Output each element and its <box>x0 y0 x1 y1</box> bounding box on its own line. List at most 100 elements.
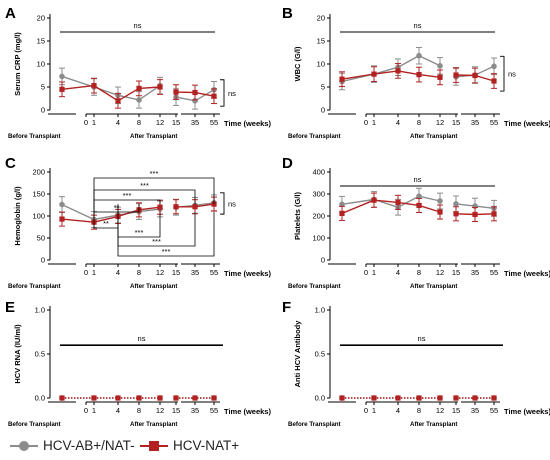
sig-label: *** <box>152 237 161 246</box>
legend-label-series2: HCV-NAT+ <box>173 438 240 453</box>
y-tick-label: 50 <box>37 234 45 243</box>
series-line <box>341 199 375 215</box>
sig-label: ns <box>508 70 516 79</box>
y-tick-label: 300 <box>312 190 325 199</box>
data-point <box>136 85 142 91</box>
y-tick-label: 0.0 <box>315 394 325 403</box>
x-tick-label: 8 <box>137 268 141 277</box>
x-tick-label: 4 <box>116 268 120 277</box>
panel-letter: D <box>282 155 293 172</box>
x-tick-label: 4 <box>396 118 400 127</box>
phase-label-before: Before Transplant <box>288 421 341 428</box>
x-tick-label: 35 <box>191 406 199 415</box>
phase-label-after: After Transplant <box>410 421 457 428</box>
series-line <box>373 195 441 208</box>
sig-label: ns <box>418 334 426 343</box>
y-tick-label: 100 <box>312 234 325 243</box>
data-point <box>491 63 497 70</box>
x-tick-label: 0 <box>364 406 368 415</box>
x-tick-label: 55 <box>210 118 218 127</box>
sig-label: ** <box>114 203 120 212</box>
x-tick-label: 12 <box>436 118 444 127</box>
x-tick-label: 8 <box>417 406 421 415</box>
x-tick-label: 12 <box>436 406 444 415</box>
sig-label: ns <box>414 21 422 30</box>
x-tick-label: 8 <box>137 118 141 127</box>
series-line <box>61 84 95 90</box>
panel-letter: F <box>282 299 291 316</box>
legend: HCV-AB+/NAT- HCV-NAT+ <box>0 436 550 458</box>
x-tick-label: 1 <box>372 406 376 415</box>
y-tick-label: 150 <box>32 190 45 199</box>
data-point <box>371 197 377 203</box>
y-tick-label: 200 <box>32 168 45 177</box>
sig-bracket <box>117 212 215 257</box>
x-tick-label: 4 <box>116 406 120 415</box>
data-point <box>416 52 422 59</box>
x-tick-label: 35 <box>191 118 199 127</box>
x-axis-label: Time (weeks) <box>224 269 271 278</box>
x-axis-label: Time (weeks) <box>504 119 550 128</box>
y-tick-label: 1.0 <box>315 306 325 315</box>
data-point <box>211 395 217 401</box>
data-point <box>339 395 345 401</box>
legend-item-series2: HCV-NAT+ <box>140 438 239 453</box>
phase-label-before: Before Transplant <box>8 283 61 290</box>
x-axis-label: Time (weeks) <box>224 119 271 128</box>
chart-panel-e: E 0.0 0.5 1.0 HCV RNA (IU/ml) 0 1 4 8 12 15 35 55 Tim… <box>5 299 271 428</box>
phase-label-after: After Transplant <box>130 283 177 290</box>
data-point <box>395 395 401 401</box>
data-point <box>173 204 179 210</box>
data-point <box>339 210 345 216</box>
x-tick-label: 1 <box>372 268 376 277</box>
data-point <box>453 201 459 207</box>
x-tick-label: 1 <box>92 406 96 415</box>
x-tick-label: 15 <box>452 268 460 277</box>
data-point <box>136 395 142 401</box>
series-line <box>61 203 95 221</box>
legend-label-series1: HCV-AB+/NAT- <box>43 438 135 453</box>
data-point <box>192 395 198 401</box>
x-tick-label: 1 <box>92 268 96 277</box>
sig-label: *** <box>135 228 144 237</box>
sig-label: ns <box>134 21 142 30</box>
y-tick-label: 0 <box>321 106 325 115</box>
data-point <box>437 395 443 401</box>
x-tick-label: 0 <box>364 268 368 277</box>
x-axis-label: Time (weeks) <box>224 407 271 416</box>
y-axis-label: Serum CRP (mg/l) <box>13 32 22 96</box>
x-tick-label: 15 <box>172 268 180 277</box>
legend-marker-circle-icon <box>10 439 38 453</box>
data-point <box>91 83 97 89</box>
data-point <box>491 78 497 84</box>
x-tick-label: 55 <box>490 118 498 127</box>
sig-label: *** <box>140 181 149 190</box>
x-tick-label: 0 <box>84 406 88 415</box>
sig-label: *** <box>162 247 171 256</box>
x-tick-label: 35 <box>471 406 479 415</box>
sig-bracket <box>220 79 225 107</box>
x-tick-label: 8 <box>417 118 421 127</box>
y-tick-label: 100 <box>32 212 45 221</box>
y-axis-label: HCV RNA (IU/ml) <box>13 324 22 384</box>
data-point <box>173 89 179 95</box>
data-point <box>91 395 97 401</box>
y-tick-label: 1.0 <box>35 306 45 315</box>
phase-label-after: After Transplant <box>130 133 177 140</box>
series-line <box>341 73 375 80</box>
data-point <box>59 395 65 401</box>
data-point <box>371 71 377 77</box>
data-point <box>453 395 459 401</box>
sig-label: *** <box>123 191 132 200</box>
y-tick-label: 10 <box>37 60 45 69</box>
x-axis-label: Time (weeks) <box>504 269 550 278</box>
data-point <box>491 211 497 217</box>
panel-letter: A <box>5 5 16 22</box>
sig-bracket <box>220 192 225 215</box>
y-tick-label: 0 <box>321 256 325 265</box>
data-point <box>472 395 478 401</box>
x-tick-label: 15 <box>452 118 460 127</box>
phase-label-after: After Transplant <box>130 421 177 428</box>
